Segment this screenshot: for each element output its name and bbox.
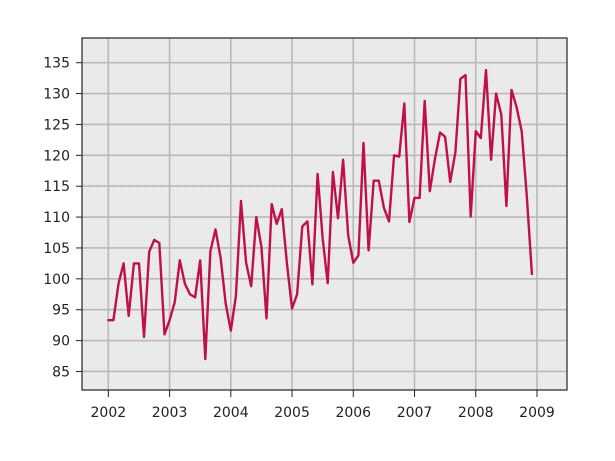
series-group [107, 68, 534, 361]
x-tick-label: 2009 [519, 405, 555, 421]
x-tick-label: 2007 [397, 405, 433, 421]
y-tick-label: 135 [43, 56, 70, 72]
y-tick-label: 95 [52, 303, 70, 319]
series-line [107, 68, 534, 361]
plot-frame [81, 37, 568, 391]
y-tick-label: 115 [43, 179, 70, 195]
y-tick-label: 90 [52, 334, 70, 350]
y-tick-label: 105 [43, 241, 70, 257]
tick-labels: 85 90 95 100 105 110 115 120 125 130 135 2002 2003 20… [43, 56, 555, 421]
y-tick-label: 120 [43, 148, 70, 164]
y-tick-label: 110 [43, 210, 70, 226]
x-tick-label: 2004 [213, 405, 249, 421]
x-tick-label: 2002 [91, 405, 127, 421]
plot-background [82, 38, 567, 390]
x-tick-label: 2008 [458, 405, 494, 421]
y-tick-label: 130 [43, 87, 70, 103]
y-tick-label: 125 [43, 117, 70, 133]
x-tick-label: 2003 [152, 405, 188, 421]
x-tick-label: 2006 [335, 405, 371, 421]
x-tick-label: 2005 [274, 405, 310, 421]
axis-ticks [76, 62, 538, 397]
y-tick-label: 100 [43, 272, 70, 288]
y-tick-label: 85 [52, 364, 70, 380]
